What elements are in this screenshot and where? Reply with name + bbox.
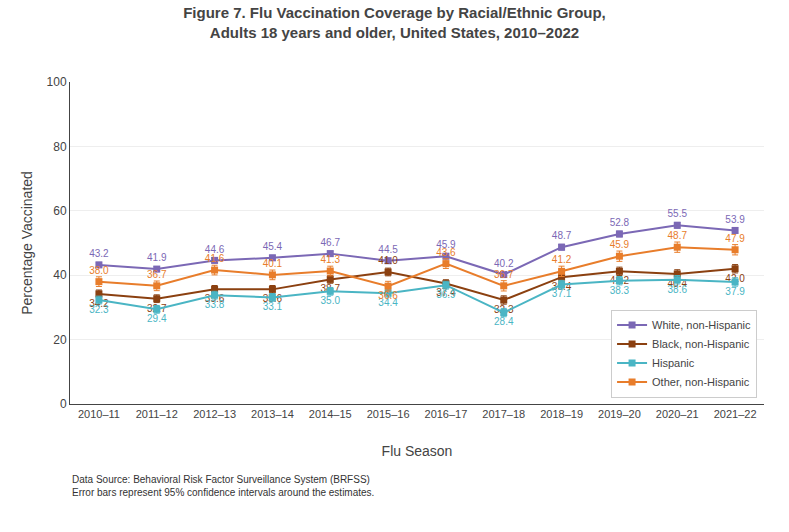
svg-text:2011–12: 2011–12: [136, 408, 178, 420]
svg-text:41.0: 41.0: [378, 255, 398, 266]
svg-text:36.6: 36.6: [378, 290, 398, 301]
svg-text:36.9: 36.9: [436, 289, 456, 300]
svg-text:41.9: 41.9: [147, 252, 167, 263]
svg-text:41.3: 41.3: [321, 254, 341, 265]
svg-text:2018–19: 2018–19: [540, 408, 583, 420]
svg-text:2021–22: 2021–22: [714, 408, 757, 420]
svg-text:60: 60: [53, 204, 67, 218]
svg-text:44.5: 44.5: [378, 244, 398, 255]
svg-text:46.7: 46.7: [321, 237, 341, 248]
svg-text:20: 20: [53, 333, 67, 347]
svg-text:Hispanic: Hispanic: [652, 357, 695, 369]
svg-text:2015–16: 2015–16: [367, 408, 410, 420]
svg-text:45.4: 45.4: [263, 241, 283, 252]
svg-text:39.4: 39.4: [552, 281, 572, 292]
svg-text:48.7: 48.7: [552, 230, 572, 241]
svg-text:Data Source: Behavioral Risk F: Data Source: Behavioral Risk Factor Surv…: [72, 474, 374, 498]
svg-text:White, non-Hispanic: White, non-Hispanic: [652, 319, 751, 331]
svg-text:35.6: 35.6: [263, 293, 283, 304]
svg-text:2013–14: 2013–14: [251, 408, 294, 420]
svg-text:2010–11: 2010–11: [78, 408, 120, 420]
svg-text:34.4: 34.4: [378, 297, 398, 308]
svg-text:2014–15: 2014–15: [309, 408, 352, 420]
svg-text:32.3: 32.3: [89, 304, 109, 315]
svg-text:40.2: 40.2: [494, 258, 514, 269]
svg-text:37.1: 37.1: [552, 288, 572, 299]
svg-text:36.7: 36.7: [494, 269, 514, 280]
svg-text:0: 0: [60, 397, 67, 411]
svg-text:Other, non-Hispanic: Other, non-Hispanic: [652, 376, 750, 388]
svg-text:37.9: 37.9: [725, 286, 745, 297]
svg-text:52.8: 52.8: [610, 217, 630, 228]
svg-text:38.6: 38.6: [668, 284, 688, 295]
svg-text:55.5: 55.5: [668, 208, 688, 219]
svg-text:40.4: 40.4: [668, 278, 688, 289]
svg-text:Black, non-Hispanic: Black, non-Hispanic: [652, 338, 750, 350]
svg-text:Figure 7. Flu Vaccination Cove: Figure 7. Flu Vaccination Coverage by Ra…: [183, 4, 606, 41]
svg-text:47.9: 47.9: [725, 233, 745, 244]
svg-text:40: 40: [53, 268, 67, 282]
svg-text:37.4: 37.4: [436, 287, 456, 298]
svg-text:Percentage Vaccinated: Percentage Vaccinated: [19, 171, 35, 315]
svg-text:2016–17: 2016–17: [425, 408, 468, 420]
svg-text:43.2: 43.2: [89, 248, 109, 259]
svg-text:43.6: 43.6: [436, 247, 456, 258]
svg-text:44.6: 44.6: [205, 244, 225, 255]
svg-text:2019–20: 2019–20: [598, 408, 641, 420]
svg-text:32.7: 32.7: [147, 303, 167, 314]
svg-text:42.0: 42.0: [725, 273, 745, 284]
svg-text:33.1: 33.1: [263, 301, 283, 312]
svg-text:38.0: 38.0: [89, 265, 109, 276]
svg-text:36.7: 36.7: [147, 269, 167, 280]
svg-text:28.4: 28.4: [494, 316, 514, 327]
svg-text:80: 80: [53, 140, 67, 154]
svg-text:100: 100: [47, 75, 67, 89]
svg-text:34.2: 34.2: [89, 298, 109, 309]
svg-text:40.1: 40.1: [263, 258, 283, 269]
svg-text:35.0: 35.0: [321, 295, 341, 306]
svg-text:35.6: 35.6: [205, 293, 225, 304]
svg-text:2020–21: 2020–21: [656, 408, 699, 420]
svg-text:41.6: 41.6: [205, 253, 225, 264]
svg-text:Flu Season: Flu Season: [382, 443, 453, 459]
svg-text:41.2: 41.2: [610, 275, 630, 286]
svg-text:32.3: 32.3: [494, 304, 514, 315]
svg-text:33.8: 33.8: [205, 299, 225, 310]
svg-text:2017–18: 2017–18: [482, 408, 525, 420]
svg-text:45.9: 45.9: [436, 239, 456, 250]
svg-text:2012–13: 2012–13: [193, 408, 236, 420]
svg-text:38.3: 38.3: [610, 285, 630, 296]
svg-text:48.7: 48.7: [668, 230, 688, 241]
svg-text:38.7: 38.7: [321, 283, 341, 294]
svg-text:41.2: 41.2: [552, 254, 572, 265]
svg-text:29.4: 29.4: [147, 313, 167, 324]
svg-text:53.9: 53.9: [725, 214, 745, 225]
svg-text:45.9: 45.9: [610, 239, 630, 250]
